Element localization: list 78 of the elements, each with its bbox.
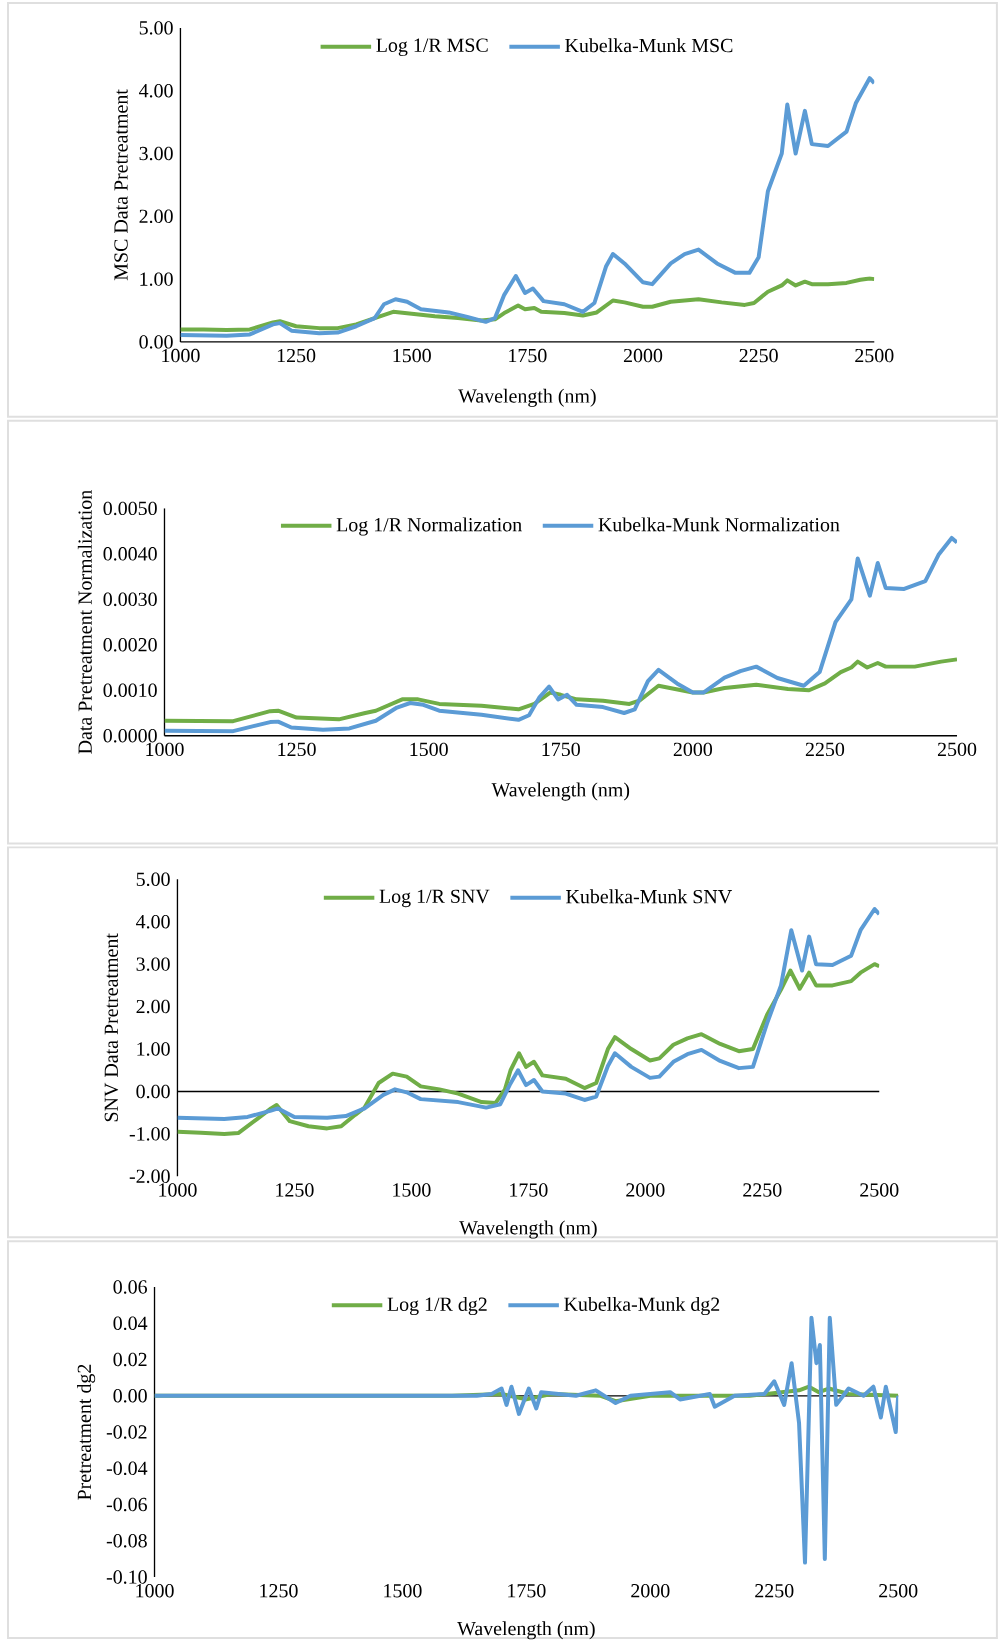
y-tick-label: 4.00 bbox=[139, 83, 173, 98]
y-tick-label: 0.00 bbox=[113, 1389, 147, 1403]
y-tick-label: 2.00 bbox=[136, 999, 170, 1014]
y-tick-label: 0.02 bbox=[113, 1352, 147, 1367]
y-tick-label: 0.00 bbox=[136, 1084, 170, 1099]
x-tick-label: 1250 bbox=[277, 348, 316, 363]
x-tick-label: 2000 bbox=[631, 1584, 670, 1598]
x-tick-label: 1000 bbox=[162, 348, 200, 363]
y-tick-label: 4.00 bbox=[136, 914, 170, 929]
line-series bbox=[180, 276, 875, 333]
x-tick-label: 1750 bbox=[509, 348, 547, 363]
y-tick-label: 0.0010 bbox=[103, 683, 157, 698]
y-tick-label: -0.06 bbox=[106, 1497, 148, 1512]
x-tick-label: 1500 bbox=[410, 742, 448, 757]
y-tick-label: 0.0030 bbox=[103, 592, 157, 607]
y-tick-label: -0.10 bbox=[106, 1570, 147, 1584]
y-tick-label: 5.00 bbox=[136, 872, 170, 887]
y-axis-title: MSC Data Pretreatment bbox=[114, 89, 128, 281]
x-tick-label: 2250 bbox=[805, 742, 845, 757]
y-tick-label: -0.04 bbox=[106, 1461, 148, 1476]
x-tick-label: 2000 bbox=[673, 742, 713, 757]
y-tick-label: 1.00 bbox=[137, 1042, 170, 1056]
x-tick-label: 2500 bbox=[938, 742, 977, 757]
line-series bbox=[180, 76, 875, 338]
legend-label: Kubelka-Munk SNV bbox=[566, 889, 733, 904]
y-tick-label: 5.00 bbox=[139, 21, 173, 35]
x-axis-title: Wavelength (nm) bbox=[457, 1621, 595, 1640]
y-tick-label: 0.0050 bbox=[103, 501, 157, 516]
line-series bbox=[177, 907, 880, 1122]
y-tick-label: -1.00 bbox=[129, 1127, 170, 1141]
y-tick-label: 1.00 bbox=[140, 272, 173, 286]
y-axis-title: SNV Data Pretreatment bbox=[104, 933, 119, 1122]
x-tick-label: 1000 bbox=[136, 1584, 174, 1598]
x-tick-label: 1500 bbox=[393, 1183, 431, 1197]
legend-label: Kubelka-Munk Normalization bbox=[598, 517, 840, 532]
y-tick-label: -0.08 bbox=[106, 1534, 147, 1548]
y-tick-label: 3.00 bbox=[136, 957, 170, 971]
y-tick-label: 0.0020 bbox=[103, 638, 157, 652]
legend-label: Log 1/R MSC bbox=[376, 38, 488, 57]
y-tick-label: 0.04 bbox=[113, 1316, 148, 1331]
x-tick-label: 2000 bbox=[626, 1183, 665, 1197]
legend-label: Log 1/R SNV bbox=[379, 889, 490, 908]
x-tick-label: 1750 bbox=[510, 1183, 548, 1197]
x-tick-label: 2250 bbox=[743, 1183, 782, 1197]
y-tick-label: 0.00 bbox=[139, 335, 173, 349]
x-axis-title: Wavelength (nm) bbox=[491, 782, 630, 801]
y-tick-label: -0.02 bbox=[106, 1425, 147, 1439]
x-tick-label: 1500 bbox=[384, 1584, 422, 1598]
x-tick-label: 1000 bbox=[146, 742, 184, 757]
x-tick-label: 1250 bbox=[278, 742, 316, 757]
x-tick-label: 2250 bbox=[755, 1584, 794, 1598]
x-axis-title: Wavelength (nm) bbox=[458, 388, 596, 407]
line-series bbox=[164, 657, 958, 724]
y-tick-label: 0.0040 bbox=[103, 547, 157, 561]
x-tick-label: 1500 bbox=[393, 348, 431, 363]
x-tick-label: 2500 bbox=[879, 1584, 918, 1598]
y-axis-title: Pretreatment dg2 bbox=[77, 1364, 96, 1500]
x-tick-label: 1250 bbox=[260, 1584, 298, 1598]
y-tick-label: 0.0000 bbox=[103, 728, 157, 743]
x-tick-label: 1750 bbox=[542, 742, 580, 757]
y-tick-label: -2.00 bbox=[129, 1169, 170, 1184]
x-tick-label: 2500 bbox=[855, 348, 894, 363]
x-tick-label: 1250 bbox=[276, 1183, 314, 1197]
x-tick-label: 2000 bbox=[624, 348, 663, 363]
y-tick-label: 3.00 bbox=[139, 146, 173, 161]
x-tick-label: 1000 bbox=[159, 1183, 197, 1197]
y-axis-title: Data Pretreatment Normalization bbox=[77, 490, 92, 754]
x-axis-title: Wavelength (nm) bbox=[459, 1220, 597, 1239]
legend-label: Kubelka-Munk dg2 bbox=[564, 1296, 720, 1316]
legend-label: Log 1/R Normalization bbox=[336, 517, 522, 536]
legend-label: Log 1/R dg2 bbox=[387, 1296, 487, 1316]
x-tick-label: 2500 bbox=[860, 1183, 899, 1197]
legend-label: Kubelka-Munk MSC bbox=[565, 38, 733, 53]
line-series bbox=[177, 962, 880, 1136]
x-tick-label: 1750 bbox=[508, 1584, 546, 1598]
y-tick-label: 2.00 bbox=[139, 209, 173, 224]
x-tick-label: 2250 bbox=[739, 348, 778, 363]
y-tick-label: 0.06 bbox=[113, 1280, 148, 1294]
